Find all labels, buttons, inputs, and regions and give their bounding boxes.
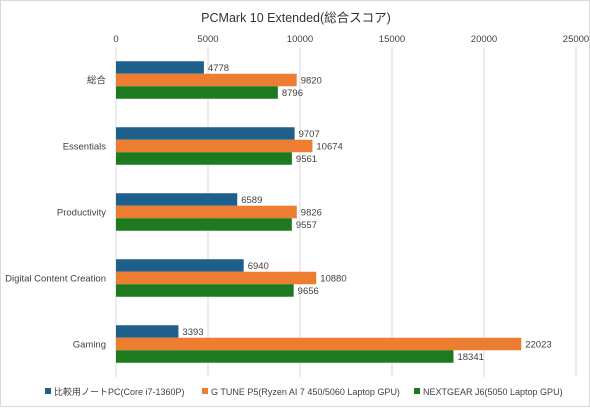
x-tick-label: 10000	[287, 34, 313, 45]
legend-swatch	[45, 388, 51, 394]
x-tick-label: 0	[113, 34, 118, 45]
legend-swatch	[202, 388, 208, 394]
data-label: 6940	[248, 261, 269, 272]
bar	[116, 73, 297, 87]
category-label: 総合	[87, 75, 107, 87]
gridlines	[115, 47, 577, 377]
category-labels: 総合 Essentials Productivity Digital Content …	[5, 75, 106, 351]
bar	[116, 61, 204, 74]
data-label: 10674	[316, 142, 342, 153]
data-label: 9820	[301, 76, 322, 87]
data-label: 22023	[525, 340, 551, 351]
data-label: 3393	[182, 327, 203, 338]
bar	[116, 152, 292, 165]
x-tick-label: 5000	[197, 34, 218, 45]
data-label: 9561	[296, 154, 317, 165]
category-label: Gaming	[73, 340, 106, 351]
bar	[116, 284, 294, 297]
data-label: 4778	[208, 63, 229, 74]
bar	[116, 218, 292, 231]
category-label: Productivity	[57, 208, 106, 219]
bar	[116, 325, 179, 338]
bar	[116, 337, 522, 351]
data-label: 6589	[241, 195, 262, 206]
chart-title: PCMark 10 Extended(総合スコア)	[201, 10, 391, 25]
x-tick-label: 20000	[471, 34, 497, 45]
category-label: Digital Content Creation	[5, 274, 106, 285]
x-tick-label: 25000	[563, 34, 589, 45]
category-label: Essentials	[63, 142, 107, 153]
data-label: 9557	[296, 220, 317, 231]
bar	[116, 205, 297, 219]
x-tick-label: 15000	[379, 34, 405, 45]
legend-swatch	[414, 388, 420, 394]
x-axis-ticks: 0 5000 10000 15000 20000 25000	[113, 34, 589, 45]
bar	[116, 271, 317, 285]
data-label: 9707	[299, 129, 320, 140]
data-label: 8796	[282, 88, 303, 99]
legend: 比較用ノートPC(Core i7-1360P) G TUNE P5(Ryzen A…	[45, 386, 563, 397]
bar	[116, 86, 278, 99]
bar	[116, 139, 313, 153]
bars	[116, 61, 522, 363]
legend-label: G TUNE P5(Ryzen AI 7 450/5060 Laptop GPU…	[211, 387, 400, 397]
data-label: 9656	[298, 286, 319, 297]
legend-label: NEXTGEAR J6(5050 Laptop GPU)	[423, 387, 563, 397]
bar	[116, 350, 454, 363]
legend-label: 比較用ノートPC(Core i7-1360P)	[54, 386, 185, 397]
bar	[116, 193, 238, 206]
bar	[116, 259, 244, 272]
data-label: 10880	[320, 274, 346, 285]
data-label: 9826	[301, 208, 322, 219]
bar	[116, 127, 295, 140]
data-label: 18341	[457, 352, 483, 363]
